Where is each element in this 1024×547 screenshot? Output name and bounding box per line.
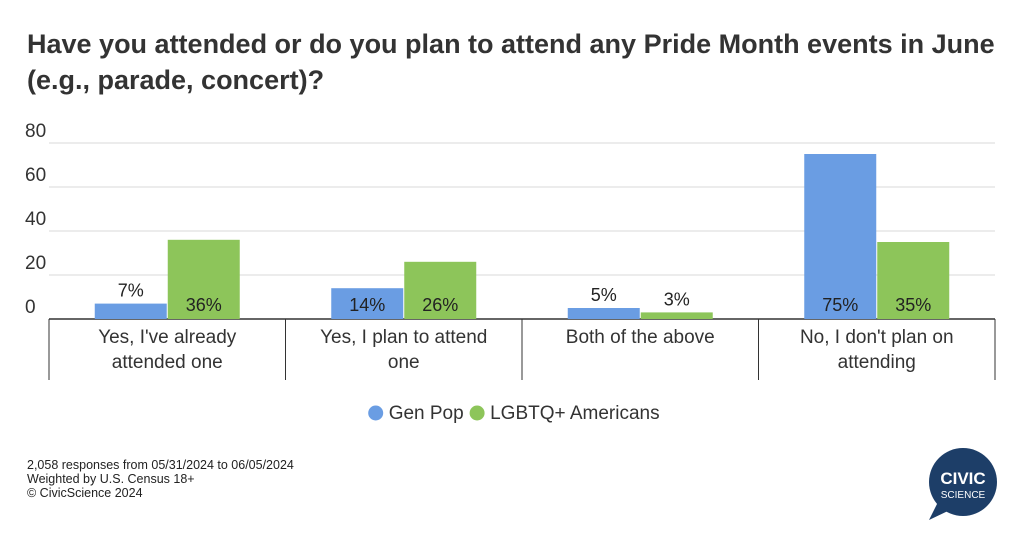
y-tick-label: 20 xyxy=(25,253,46,274)
chart-title: Have you attended or do you plan to atte… xyxy=(27,29,995,95)
x-tick-label: Yes, I've already attended one xyxy=(98,327,237,373)
data-label: 75% xyxy=(822,295,858,315)
y-tick-label: 60 xyxy=(25,165,46,186)
x-tick-label: Both of the above xyxy=(566,327,715,348)
x-tick-label: Yes, I plan to attend one xyxy=(320,327,487,373)
civicscience-logo: CIVIC SCIENCE xyxy=(929,448,997,520)
logo-text-civic: CIVIC xyxy=(940,469,985,488)
legend-label: LGBTQ+ Americans xyxy=(490,403,659,424)
data-label: 7% xyxy=(118,281,144,301)
data-label: 3% xyxy=(664,289,690,309)
bar-gen-pop xyxy=(331,288,404,319)
bar-gen-pop xyxy=(804,154,877,319)
footer-notes: 2,058 responses from 05/31/2024 to 06/05… xyxy=(27,458,294,500)
bar-lgbtq xyxy=(640,312,713,319)
bar-lgbtq xyxy=(404,261,477,319)
bar-lgbtq xyxy=(877,242,950,319)
y-tick-label: 0 xyxy=(25,297,36,318)
legend-label: Gen Pop xyxy=(389,403,464,424)
logo-text-science: SCIENCE xyxy=(941,490,986,501)
x-tick-label: No, I don't plan on attending xyxy=(800,327,954,373)
y-tick-label: 40 xyxy=(25,209,46,230)
data-label: 5% xyxy=(591,285,617,305)
data-label: 36% xyxy=(186,295,222,315)
bar-gen-pop xyxy=(94,303,167,319)
bar-lgbtq xyxy=(167,239,240,319)
legend-marker xyxy=(368,405,384,421)
bar-gen-pop xyxy=(567,308,640,319)
data-label: 35% xyxy=(895,295,931,315)
data-label: 14% xyxy=(349,295,385,315)
y-tick-label: 80 xyxy=(25,121,46,142)
data-label: 26% xyxy=(422,295,458,315)
bar-chart: 0 20 40 60 80 7% 36% Yes, I've already attended … xyxy=(25,121,996,424)
footer-copyright: © CivicScience 2024 xyxy=(27,486,143,500)
legend-marker xyxy=(469,405,485,421)
footer-weighting: Weighted by U.S. Census 18+ xyxy=(27,472,195,486)
footer-responses: 2,058 responses from 05/31/2024 to 06/05… xyxy=(27,458,294,472)
